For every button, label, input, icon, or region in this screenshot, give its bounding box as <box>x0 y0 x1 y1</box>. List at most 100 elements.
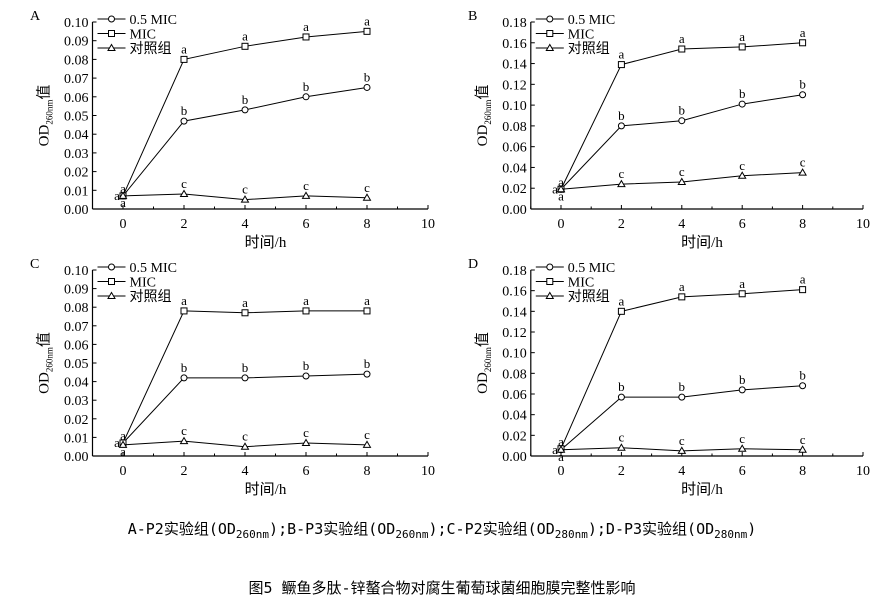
significance-letter: a <box>303 293 309 308</box>
panel-label: C <box>30 257 39 272</box>
y-tick-label: 0.01 <box>64 431 89 446</box>
chart-panel-d: D 0.00 0.02 0.04 0.06 0.08 0.10 0.12 0.14 0.16 0.1… <box>468 257 870 498</box>
data-point <box>363 307 371 315</box>
y-tick-label: 0.16 <box>502 285 527 300</box>
significance-letter: c <box>364 180 370 195</box>
significance-letter: a <box>739 276 745 291</box>
data-point <box>363 27 371 35</box>
legend-label: MIC <box>568 276 594 291</box>
y-tick-label: 0.10 <box>64 16 89 31</box>
y-tick-label: 0.01 <box>64 184 89 199</box>
legend-label: 0.5 MIC <box>130 261 177 276</box>
y-tick-label: 0.06 <box>502 388 527 403</box>
data-point <box>362 440 372 448</box>
significance-letter: a <box>242 295 248 310</box>
data-point <box>180 117 188 125</box>
significance-letter: c <box>242 429 248 444</box>
data-point <box>241 42 249 50</box>
caption-part-d: D-P3实验组(OD280nm) <box>605 520 757 541</box>
x-tick-label: 6 <box>303 217 310 232</box>
data-point <box>241 374 249 382</box>
legend-label: 0.5 MIC <box>130 13 177 28</box>
data-point <box>302 372 310 380</box>
caption-part-a: A-P2实验组(OD260nm); <box>127 520 288 541</box>
significance-letter: b <box>618 379 625 394</box>
y-axis-label: OD260nm值 <box>36 85 55 147</box>
y-tick-label: 0.02 <box>502 182 527 197</box>
y-tick-label: 0.04 <box>64 128 89 143</box>
significance-letter: b <box>364 69 371 84</box>
significance-letter: c <box>181 176 187 191</box>
data-point <box>799 382 807 390</box>
significance-letter: c <box>739 158 745 173</box>
data-point <box>798 445 807 453</box>
data-point <box>678 393 686 401</box>
significance-letter: b <box>799 368 806 383</box>
significance-letter: b <box>739 86 746 101</box>
significance-letter: c <box>242 182 248 197</box>
significance-letter: c <box>619 166 625 181</box>
data-point <box>737 444 747 452</box>
y-tick-label: 0.00 <box>502 450 527 465</box>
legend-label: 0.5 MIC <box>568 13 615 28</box>
series-half-mic: a b b b b 0.5 MIC <box>97 13 371 203</box>
data-point <box>678 117 686 125</box>
significance-letter: a <box>679 31 685 46</box>
data-point <box>302 33 310 41</box>
y-tick-label: 0.03 <box>64 394 89 409</box>
data-point <box>240 195 250 203</box>
caption-part-c: C-P2实验组(OD280nm); <box>446 520 606 541</box>
legend-label: MIC <box>568 28 594 43</box>
data-point <box>301 438 311 446</box>
y-tick-label: 0.02 <box>64 166 89 181</box>
legend-marker <box>108 278 115 285</box>
data-point <box>617 61 625 69</box>
legend-marker <box>545 291 555 299</box>
y-tick-label: 0.10 <box>64 264 89 279</box>
figure-title: 图5 鳜鱼多肽-锌螯合物对腐生葡萄球菌细胞膜完整性影响 <box>248 579 636 597</box>
significance-letter: a <box>552 181 558 196</box>
y-tick-label: 0.00 <box>502 203 527 218</box>
series-control: a c c c c 对照组 <box>535 289 807 464</box>
data-point <box>737 171 747 179</box>
x-tick-label: 4 <box>242 217 249 232</box>
significance-letter: a <box>739 29 745 44</box>
significance-letter: c <box>679 433 685 448</box>
y-tick-label: 0.09 <box>64 283 89 298</box>
y-tick-label: 0.09 <box>64 35 89 50</box>
y-tick-label: 0.08 <box>502 120 527 135</box>
data-point <box>240 442 250 450</box>
x-axis-label: 时间/h <box>245 481 287 498</box>
significance-letter: a <box>120 181 126 196</box>
data-point <box>738 290 746 298</box>
legend-label: 对照组 <box>130 289 172 305</box>
significance-letter: a <box>114 188 120 203</box>
significance-letter: b <box>739 372 746 387</box>
legend-label: 0.5 MIC <box>568 261 615 276</box>
x-tick-label: 0 <box>120 217 127 232</box>
significance-letter: a <box>619 47 625 62</box>
y-tick-label: 0.00 <box>64 203 89 218</box>
significance-letter: a <box>619 293 625 308</box>
y-tick-label: 0.06 <box>502 141 527 156</box>
significance-letter: a <box>120 444 126 459</box>
data-point <box>799 286 807 294</box>
legend-label: MIC <box>130 276 156 291</box>
data-point <box>799 39 807 47</box>
significance-letter: a <box>800 25 806 40</box>
legend-label: 对照组 <box>568 289 610 305</box>
data-point <box>362 193 372 201</box>
legend-marker <box>545 43 555 51</box>
legend-marker <box>546 278 554 285</box>
data-point <box>678 45 686 53</box>
series-line <box>560 289 803 449</box>
data-point <box>556 445 566 453</box>
y-tick-label: 0.10 <box>502 347 527 362</box>
significance-letter: a <box>364 293 370 308</box>
significance-letter: c <box>800 155 806 170</box>
x-tick-label: 4 <box>242 464 249 479</box>
significance-letter: a <box>558 434 564 449</box>
y-tick-label: 0.04 <box>64 376 89 391</box>
